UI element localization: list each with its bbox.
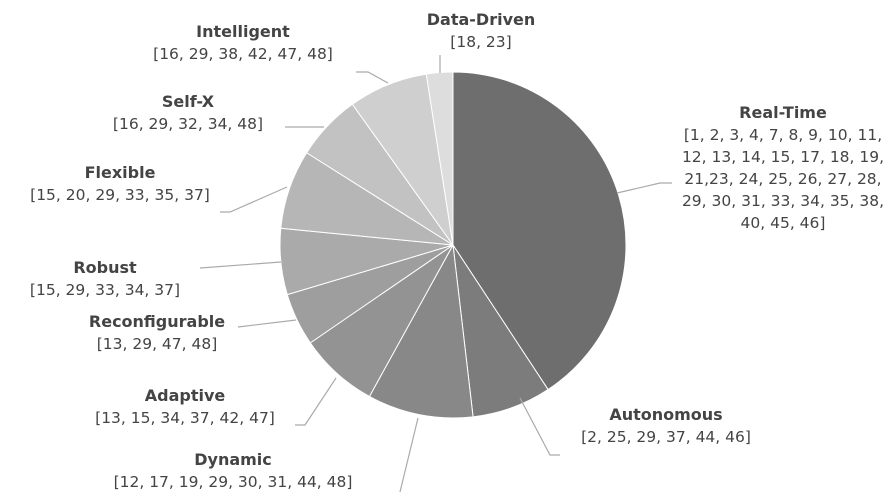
- leader-line: [356, 71, 389, 84]
- reference-list: [12, 17, 19, 29, 30, 31, 44, 48]: [113, 473, 353, 491]
- reference-list: [2, 25, 29, 37, 44, 46]: [581, 428, 751, 446]
- reference-list: [15, 29, 33, 34, 37]: [29, 281, 181, 299]
- slice-label: Intelligent [16, 29, 38, 42, 47, 48]: [153, 21, 333, 65]
- category-name: Dynamic: [194, 450, 272, 469]
- category-name: Real-Time: [739, 103, 827, 122]
- category-name: Robust: [73, 258, 137, 277]
- category-name: Adaptive: [144, 386, 226, 405]
- reference-list: [15, 20, 29, 33, 35, 37]: [30, 186, 210, 204]
- slice-label: Self-X [16, 29, 32, 34, 48]: [113, 91, 263, 135]
- slice-label: Real-Time [1, 2, 3, 4, 7, 8, 9, 10, 11, 1…: [672, 102, 894, 234]
- leader-line: [199, 261, 282, 269]
- leader-line: [399, 417, 419, 493]
- slice-label: Adaptive [13, 15, 34, 37, 42, 47]: [95, 385, 275, 429]
- slice-label: Data-Driven [18, 23]: [427, 9, 536, 53]
- slice-label: Autonomous [2, 25, 29, 37, 44, 46]: [581, 404, 751, 448]
- reference-list: [13, 29, 47, 48]: [96, 335, 218, 353]
- category-name: Flexible: [84, 163, 156, 182]
- leader-line: [616, 182, 672, 194]
- leader-line: [237, 319, 297, 328]
- slice-label: Flexible [15, 20, 29, 33, 35, 37]: [30, 162, 210, 206]
- leader-line: [220, 186, 288, 213]
- category-name: Self-X: [161, 92, 215, 111]
- reference-list: [16, 29, 32, 34, 48]: [112, 115, 264, 133]
- reference-list: [13, 15, 34, 37, 42, 47]: [95, 409, 275, 427]
- reference-list: [18, 23]: [450, 33, 512, 51]
- reference-list: [1, 2, 3, 4, 7, 8, 9, 10, 11, 12, 13, 14…: [681, 126, 885, 232]
- reference-list: [16, 29, 38, 42, 47, 48]: [153, 45, 333, 63]
- slice-label: Robust [15, 29, 33, 34, 37]: [30, 257, 180, 301]
- category-name: Reconfigurable: [88, 312, 226, 331]
- slice-label: Dynamic [12, 17, 19, 29, 30, 31, 44, 48]: [114, 449, 353, 493]
- category-name: Intelligent: [196, 22, 290, 41]
- category-name: Autonomous: [609, 405, 723, 424]
- pie-slice: [368, 243, 474, 419]
- leader-line: [519, 397, 560, 456]
- slice-label: Reconfigurable [13, 29, 47, 48]: [89, 311, 225, 355]
- category-name: Data-Driven: [426, 10, 536, 29]
- leader-line: [295, 377, 337, 426]
